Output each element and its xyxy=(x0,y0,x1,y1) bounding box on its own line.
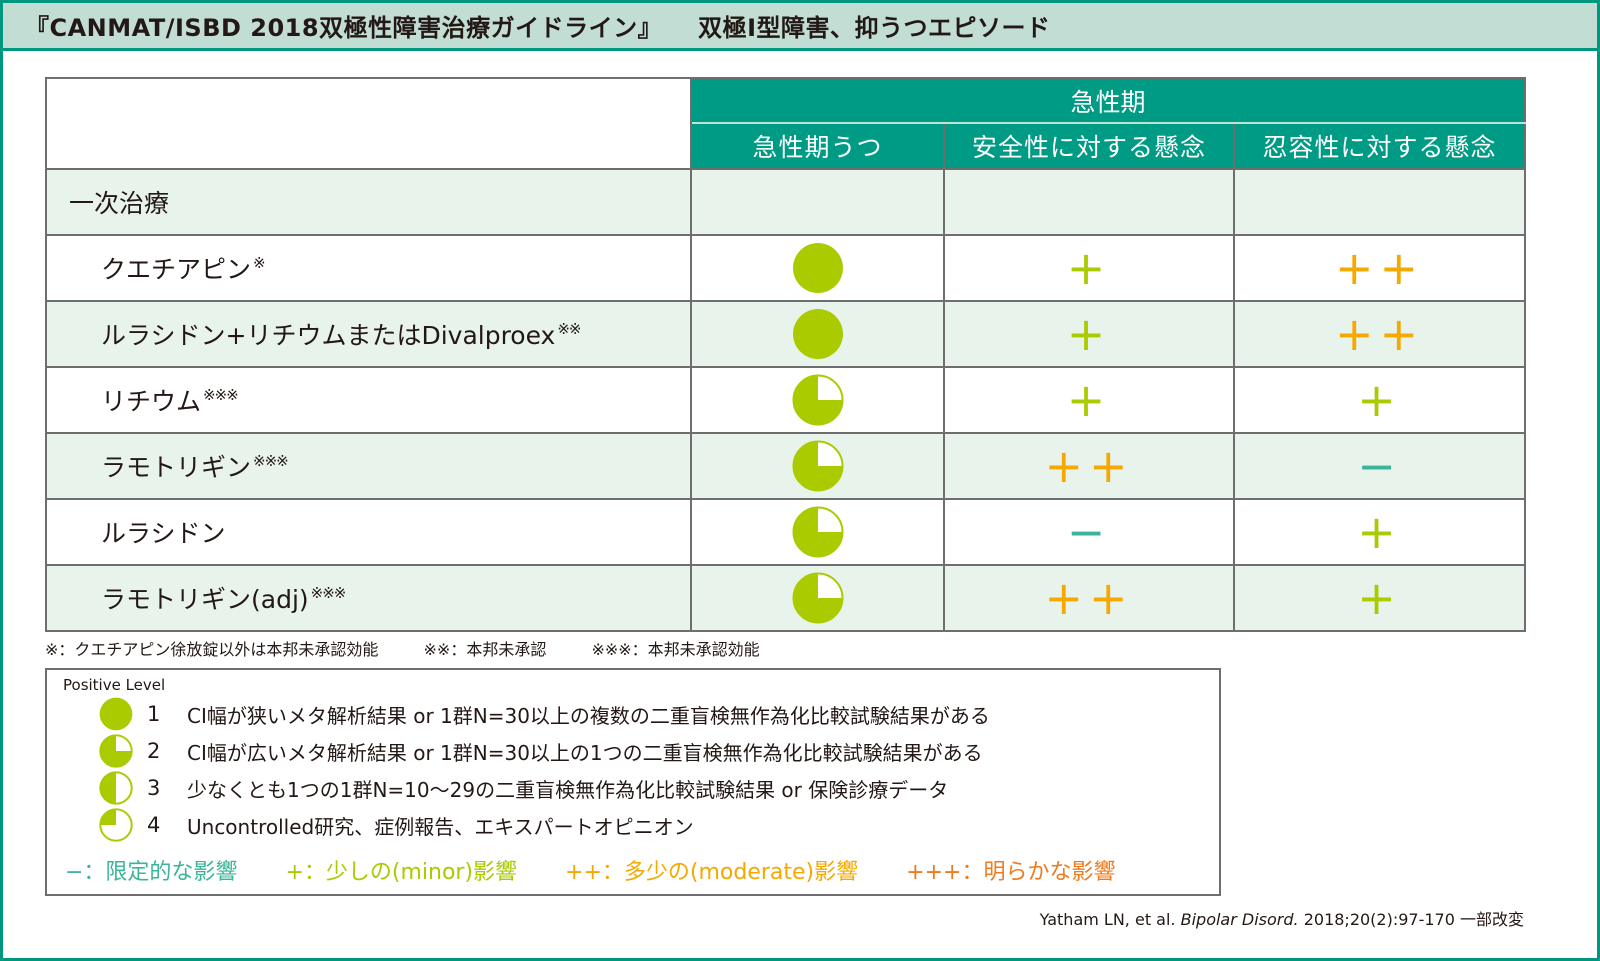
section-row-first-line: 一次治療 xyxy=(45,168,1526,236)
legend-level-1: 1 CI幅が狭いメタ解析結果 or 1群N=30以上の複数の二重盲検無作為化比較… xyxy=(99,696,990,732)
legend-level-desc: CI幅が狭いメタ解析結果 or 1群N=30以上の複数の二重盲検無作為化比較試験… xyxy=(187,703,990,728)
level-2-three-quarter-circle-icon xyxy=(792,506,843,558)
citation-ref: 2018;20(2):97-170 一部改変 xyxy=(1303,910,1524,929)
tolerability-mark: ++ xyxy=(1334,241,1425,295)
footnote-1: ※：クエチアピン徐放錠以外は本邦未承認効能 xyxy=(45,640,379,659)
header-safety-concern: 安全性に対する懸念 xyxy=(943,122,1235,170)
citation: Yatham LN, et al. Bipolar Disord. 2018;2… xyxy=(1040,906,1524,930)
drug-note: ※※※ xyxy=(310,584,347,602)
drug-name: ラモトリギン(adj) xyxy=(101,585,309,614)
tolerability-mark: ++ xyxy=(1334,307,1425,361)
footnotes: ※：クエチアピン徐放錠以外は本邦未承認効能 ※※：本邦未承認 ※※※：本邦未承認… xyxy=(45,636,800,660)
header-blank-cell xyxy=(45,77,692,170)
drug-note: ※※ xyxy=(557,320,581,338)
citation-authors: Yatham LN, et al. xyxy=(1039,910,1176,929)
effect-legend: −：限定的な影響 +：少しの(minor)影響 ++：多少の(moderate)… xyxy=(65,854,1163,886)
legend-level-number: 2 xyxy=(147,739,161,763)
tolerability-mark: + xyxy=(1357,571,1402,625)
footnote-3: ※※※：本邦未承認効能 xyxy=(591,640,760,659)
drug-name: クエチアピン xyxy=(101,255,252,284)
legend-level-number: 3 xyxy=(147,776,161,800)
level-1-full-circle-icon xyxy=(99,697,133,731)
legend-level-2: 2 CI幅が広いメタ解析結果 or 1群N=30以上の1つの二重盲検無作為化比較… xyxy=(99,733,983,769)
drug-note: ※ xyxy=(253,254,266,272)
figure-subtitle: 双極Ⅰ型障害、抑うつエピソード xyxy=(698,14,1051,42)
effect-moderate: ++：多少の(moderate)影響 xyxy=(565,860,859,885)
tolerability-mark: + xyxy=(1357,505,1402,559)
table-row: クエチアピン ※ + ++ xyxy=(45,234,1526,302)
drug-name: リチウム xyxy=(101,387,202,416)
section-label: 一次治療 xyxy=(45,168,692,236)
legend-title: Positive Level xyxy=(63,676,166,694)
level-4-quarter-circle-icon xyxy=(99,808,133,842)
footnote-2: ※※：本邦未承認 xyxy=(423,640,547,659)
treatment-table: 急性期 急性期うつ 安全性に対する懸念 忍容性に対する懸念 一次治療 クエチアピ… xyxy=(45,77,1526,632)
effect-minor: +：少しの(minor)影響 xyxy=(285,860,518,885)
legend-level-number: 1 xyxy=(147,702,161,726)
legend-level-4: 4 Uncontrolled研究、症例報告、エキスパートオピニオン xyxy=(99,807,694,843)
drug-name: ルラシドン xyxy=(101,519,226,548)
tolerability-mark: + xyxy=(1357,373,1402,427)
level-2-three-quarter-circle-icon xyxy=(792,572,843,624)
table-row: ルラシドン − + xyxy=(45,498,1526,566)
legend-level-desc: Uncontrolled研究、症例報告、エキスパートオピニオン xyxy=(187,814,694,839)
effect-clear: +++：明らかな影響 xyxy=(906,860,1116,885)
level-2-three-quarter-circle-icon xyxy=(792,440,843,492)
effect-limited: −：限定的な影響 xyxy=(65,860,238,885)
drug-note: ※※※ xyxy=(253,452,289,470)
safety-mark: ++ xyxy=(1044,571,1134,625)
drug-note: ※※※ xyxy=(203,386,239,404)
drug-name: ラモトリギン xyxy=(101,453,252,482)
safety-mark: + xyxy=(1066,373,1112,427)
level-1-full-circle-icon xyxy=(792,309,843,359)
header-acute-depression: 急性期うつ xyxy=(690,122,945,170)
tolerability-mark: − xyxy=(1357,439,1402,493)
legend-level-desc: 少なくとも1つの1群N=10〜29の二重盲検無作為化比較試験結果 or 保険診療… xyxy=(187,777,949,802)
drug-name: ルラシドン+リチウムまたはDivalproex xyxy=(101,321,556,350)
header-acute-phase: 急性期 xyxy=(690,77,1526,124)
header-tolerability-concern: 忍容性に対する懸念 xyxy=(1233,122,1526,170)
level-1-full-circle-icon xyxy=(792,243,843,293)
legend-level-desc: CI幅が広いメタ解析結果 or 1群N=30以上の1つの二重盲検無作為化比較試験… xyxy=(187,740,983,765)
safety-mark: + xyxy=(1066,241,1112,295)
legend-level-3: 3 少なくとも1つの1群N=10〜29の二重盲検無作為化比較試験結果 or 保険… xyxy=(99,770,948,806)
table-row: リチウム ※※※ + + xyxy=(45,366,1526,434)
table-row: ラモトリギン(adj) ※※※ ++ + xyxy=(45,564,1526,632)
level-3-half-circle-icon xyxy=(99,771,133,805)
level-2-three-quarter-circle-icon xyxy=(99,734,133,768)
safety-mark: + xyxy=(1066,307,1112,361)
legend-box: Positive Level 1 CI幅が狭いメタ解析結果 or 1群N=30以… xyxy=(45,668,1221,896)
citation-journal: Bipolar Disord. xyxy=(1180,910,1299,929)
title-bar: 『CANMAT/ISBD 2018双極性障害治療ガイドライン』 双極Ⅰ型障害、抑… xyxy=(3,3,1597,51)
table-row: ルラシドン+リチウムまたはDivalproex ※※ + ++ xyxy=(45,300,1526,368)
table-row: ラモトリギン ※※※ ++ − xyxy=(45,432,1526,500)
legend-level-number: 4 xyxy=(147,813,161,837)
level-2-three-quarter-circle-icon xyxy=(792,374,843,426)
safety-mark: ++ xyxy=(1044,439,1134,493)
figure-title: 『CANMAT/ISBD 2018双極性障害治療ガイドライン』 xyxy=(25,14,663,42)
safety-mark: − xyxy=(1066,505,1112,559)
